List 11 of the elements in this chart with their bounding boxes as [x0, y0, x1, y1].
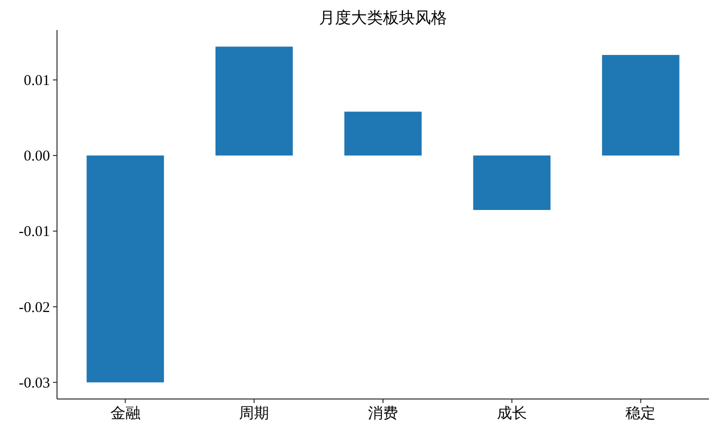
y-tick-label: -0.01	[18, 224, 50, 240]
chart-title: 月度大类板块风格	[319, 9, 447, 27]
x-tick-label: 稳定	[626, 405, 656, 422]
y-tick-label: 0.00	[24, 148, 50, 165]
x-tick-label: 金融	[110, 405, 140, 422]
x-tick-label: 周期	[239, 405, 270, 422]
x-tick-label: 消费	[368, 405, 398, 422]
y-tick-label: 0.01	[24, 72, 50, 89]
y-tick-label: -0.03	[18, 375, 50, 392]
x-tick-label: 成长	[496, 405, 527, 422]
y-tick-label: -0.02	[18, 300, 50, 316]
